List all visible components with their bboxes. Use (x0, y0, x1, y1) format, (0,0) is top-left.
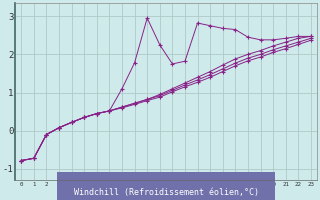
X-axis label: Windchill (Refroidissement éolien,°C): Windchill (Refroidissement éolien,°C) (74, 188, 259, 197)
